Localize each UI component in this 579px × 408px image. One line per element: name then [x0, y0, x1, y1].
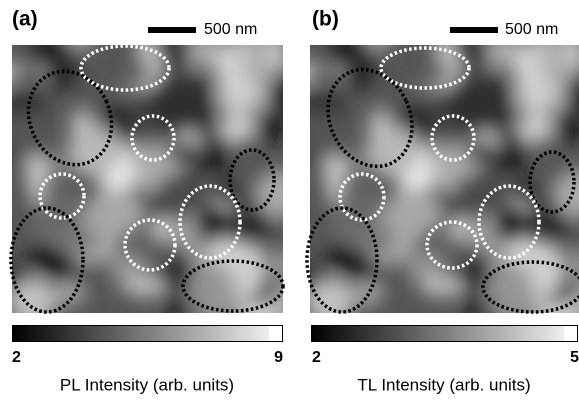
region [379, 46, 471, 90]
axis-label: PL Intensity (arb. units) [60, 375, 234, 394]
scale-bar-text: 500 nm [204, 21, 257, 38]
colorbar-max: 5 [570, 349, 579, 366]
region [181, 259, 285, 313]
scale-bar [148, 27, 196, 33]
panel-label: (b) [312, 8, 339, 31]
region [228, 148, 276, 212]
tl-image [310, 45, 579, 313]
colorbar [311, 325, 578, 342]
colorbar-min: 2 [312, 349, 321, 366]
region [79, 44, 171, 92]
region [528, 150, 576, 214]
region [477, 184, 541, 260]
colorbar [12, 325, 283, 342]
regions-b [305, 46, 579, 314]
colorbar-max: 9 [274, 349, 283, 366]
region [305, 206, 379, 314]
texture [12, 45, 283, 313]
region [425, 220, 479, 270]
region [430, 114, 476, 162]
region [38, 172, 86, 220]
region [326, 67, 414, 169]
panel-label: (a) [12, 8, 38, 31]
texture [310, 45, 579, 313]
region [9, 206, 85, 314]
scale-bar-text: 500 nm [505, 21, 558, 38]
pl-image [12, 45, 283, 313]
region [178, 184, 242, 260]
region [26, 69, 114, 167]
region [338, 172, 386, 222]
colorbar-min: 2 [12, 349, 21, 366]
axis-label: TL Intensity (arb. units) [357, 375, 530, 394]
regions-a [9, 44, 285, 314]
region [130, 114, 176, 162]
region [481, 260, 579, 314]
scale-bar [450, 27, 498, 33]
region [123, 218, 177, 272]
